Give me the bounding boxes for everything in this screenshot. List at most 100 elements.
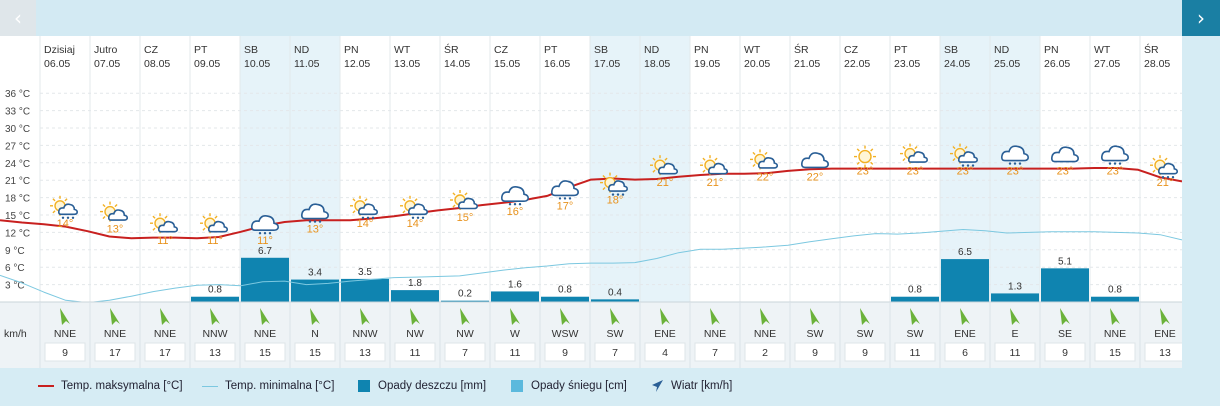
wind-speed-box bbox=[444, 342, 486, 362]
legend-min-temp[interactable]: Temp. minimalna [°C] bbox=[202, 376, 334, 396]
temp-label: 23° bbox=[907, 166, 924, 178]
day-name: ND bbox=[294, 44, 310, 56]
wind-speed-label: 9 bbox=[62, 347, 68, 359]
wind-speed-label: 9 bbox=[562, 347, 568, 359]
rain-bar[interactable] bbox=[591, 299, 639, 302]
rain-bar[interactable] bbox=[1041, 268, 1089, 302]
wind-speed-label: 17 bbox=[159, 347, 171, 359]
wind-speed-label: 9 bbox=[1062, 347, 1068, 359]
day-name: ŚR bbox=[444, 43, 459, 56]
wind-speed-box bbox=[344, 342, 386, 362]
day-name: Jutro bbox=[94, 44, 118, 56]
rain-bar[interactable] bbox=[491, 291, 539, 302]
rain-bar[interactable] bbox=[941, 259, 989, 302]
y-tick-label: 12 °C bbox=[5, 228, 30, 239]
day-name: WT bbox=[744, 44, 761, 56]
rain-cloud-icon bbox=[251, 214, 279, 235]
next-arrow-icon[interactable]: › bbox=[1182, 0, 1220, 36]
rain-bar[interactable] bbox=[291, 279, 339, 302]
rain-value-label: 0.8 bbox=[208, 285, 222, 296]
legend-min-temp-label: Temp. minimalna [°C] bbox=[225, 380, 335, 392]
rain-bar[interactable] bbox=[891, 296, 939, 302]
wind-direction-label: NNE bbox=[154, 328, 176, 340]
legend-snow-label: Opady śniegu [cm] bbox=[531, 380, 627, 392]
rain-value-label: 0.2 bbox=[458, 289, 472, 300]
partly-cloudy-rain-icon bbox=[400, 195, 429, 219]
wind-speed-box bbox=[194, 342, 236, 362]
partly-cloudy-rain-icon bbox=[600, 172, 629, 196]
y-tick-label: 24 °C bbox=[5, 159, 30, 170]
temp-label: 23° bbox=[1107, 166, 1124, 178]
day-date: 11.05 bbox=[294, 58, 320, 70]
day-name: WT bbox=[394, 44, 411, 56]
legend-rain[interactable]: Opady deszczu [mm] bbox=[358, 376, 486, 396]
wind-speed-box bbox=[694, 342, 736, 362]
temp-label: 16° bbox=[507, 206, 524, 218]
rain-bar[interactable] bbox=[1091, 296, 1139, 302]
day-date: 08.05 bbox=[144, 58, 170, 70]
wind-direction-arrow-icon bbox=[1060, 308, 1070, 325]
rain-bar[interactable] bbox=[191, 296, 239, 302]
legend-snow[interactable]: Opady śniegu [cm] bbox=[511, 376, 627, 396]
temp-label: 15° bbox=[457, 212, 474, 224]
wind-direction-label: SW bbox=[907, 328, 924, 340]
rain-bar[interactable] bbox=[341, 278, 389, 302]
day-date: 22.05 bbox=[844, 58, 870, 70]
rain-bar[interactable] bbox=[441, 300, 489, 302]
forecast-panel: 3 °C 6 °C 9 °C 12 °C 15 °C 18 °C 21 °C 24 °C 27 … bbox=[0, 36, 1191, 368]
wind-direction-arrow-icon bbox=[560, 308, 570, 325]
wind-direction-arrow-icon bbox=[360, 308, 370, 325]
wind-speed-label: 15 bbox=[1109, 347, 1121, 359]
wind-speed-label: 7 bbox=[712, 347, 718, 359]
wind-direction-arrow-icon bbox=[960, 308, 970, 325]
partly-cloudy-icon bbox=[750, 149, 779, 170]
rain-bar[interactable] bbox=[391, 290, 439, 302]
temp-label: 23° bbox=[957, 166, 974, 178]
temp-label: 14° bbox=[57, 218, 74, 230]
max-temp-swatch-icon bbox=[38, 385, 54, 387]
legend-max-temp[interactable]: Temp. maksymalna [°C] bbox=[38, 376, 183, 396]
sun-icon bbox=[854, 145, 876, 168]
wind-speed-box bbox=[794, 342, 836, 362]
wind-direction-label: NNE bbox=[754, 328, 776, 340]
day-date: 20.05 bbox=[744, 58, 770, 70]
wind-speed-box bbox=[44, 342, 86, 362]
wind-speed-label: 13 bbox=[359, 347, 371, 359]
temp-label: 11° bbox=[157, 235, 173, 247]
wind-direction-label: NNE bbox=[1104, 328, 1126, 340]
weekend-column bbox=[240, 36, 290, 302]
wind-direction-arrow-icon bbox=[910, 308, 920, 325]
rain-bar[interactable] bbox=[541, 296, 589, 302]
legend-wind[interactable]: Wiatr [km/h] bbox=[651, 376, 732, 396]
day-date: 16.05 bbox=[544, 58, 570, 70]
rain-bar[interactable] bbox=[991, 293, 1039, 302]
wind-speed-label: 2 bbox=[762, 347, 768, 359]
wind-direction-label: NNE bbox=[54, 328, 76, 340]
previous-arrow-icon[interactable]: ‹ bbox=[0, 0, 36, 36]
wind-speed-label: 13 bbox=[1159, 347, 1171, 359]
day-date: 24.05 bbox=[944, 58, 970, 70]
temp-label: 22° bbox=[807, 171, 824, 183]
rain-cloud-icon bbox=[301, 203, 329, 223]
temp-label: 13° bbox=[307, 224, 324, 236]
wind-speed-box bbox=[494, 342, 536, 362]
day-date: 21.05 bbox=[794, 58, 820, 70]
rain-value-label: 1.3 bbox=[1008, 281, 1022, 292]
day-date: 12.05 bbox=[344, 58, 370, 70]
temp-label: 21° bbox=[707, 177, 724, 189]
y-tick-label: 27 °C bbox=[5, 141, 30, 152]
day-name: PT bbox=[194, 44, 208, 56]
rain-bar[interactable] bbox=[241, 257, 289, 302]
partly-cloudy-rain-icon bbox=[50, 195, 79, 219]
wind-speed-label: 7 bbox=[612, 347, 618, 359]
y-tick-label: 15 °C bbox=[5, 211, 30, 222]
wind-direction-label: NW bbox=[456, 328, 474, 340]
day-date: 25.05 bbox=[994, 58, 1020, 70]
wind-direction-label: NW bbox=[406, 328, 424, 340]
wind-direction-label: E bbox=[1011, 328, 1018, 340]
cloud-icon bbox=[1051, 146, 1079, 163]
y-tick-label: 9 °C bbox=[5, 246, 25, 257]
snow-swatch-icon bbox=[511, 380, 523, 392]
day-name: PT bbox=[894, 44, 908, 56]
day-date: 26.05 bbox=[1044, 58, 1070, 70]
